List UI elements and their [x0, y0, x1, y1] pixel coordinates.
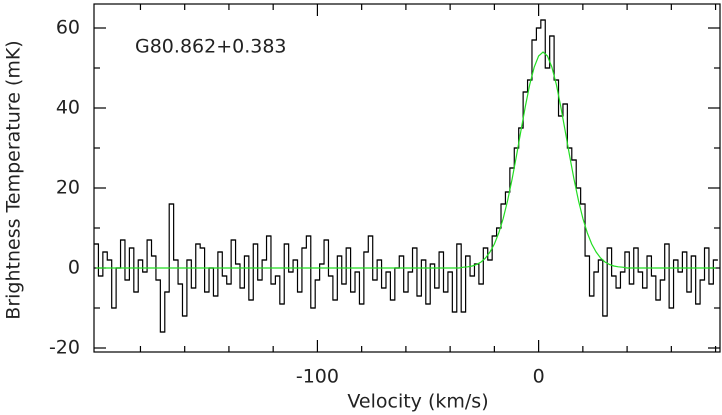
- fit-line: [96, 51, 716, 269]
- x-tick-label: -100: [296, 366, 339, 388]
- step-outline: [94, 19, 718, 333]
- annotation: G80.862+0.383: [135, 36, 287, 58]
- x-tick-label: 0: [533, 366, 545, 388]
- plot-frame: [93, 3, 721, 353]
- y-tick-label: -20: [49, 337, 80, 359]
- y-tick-label: 0: [68, 257, 80, 279]
- y-tick-label: 60: [56, 17, 80, 39]
- y-axis-label: Brightness Temperature (mK): [3, 40, 25, 319]
- y-tick-label: 20: [56, 177, 80, 199]
- x-axis-label: Velocity (km/s): [347, 391, 488, 413]
- y-tick-label: 40: [56, 97, 80, 119]
